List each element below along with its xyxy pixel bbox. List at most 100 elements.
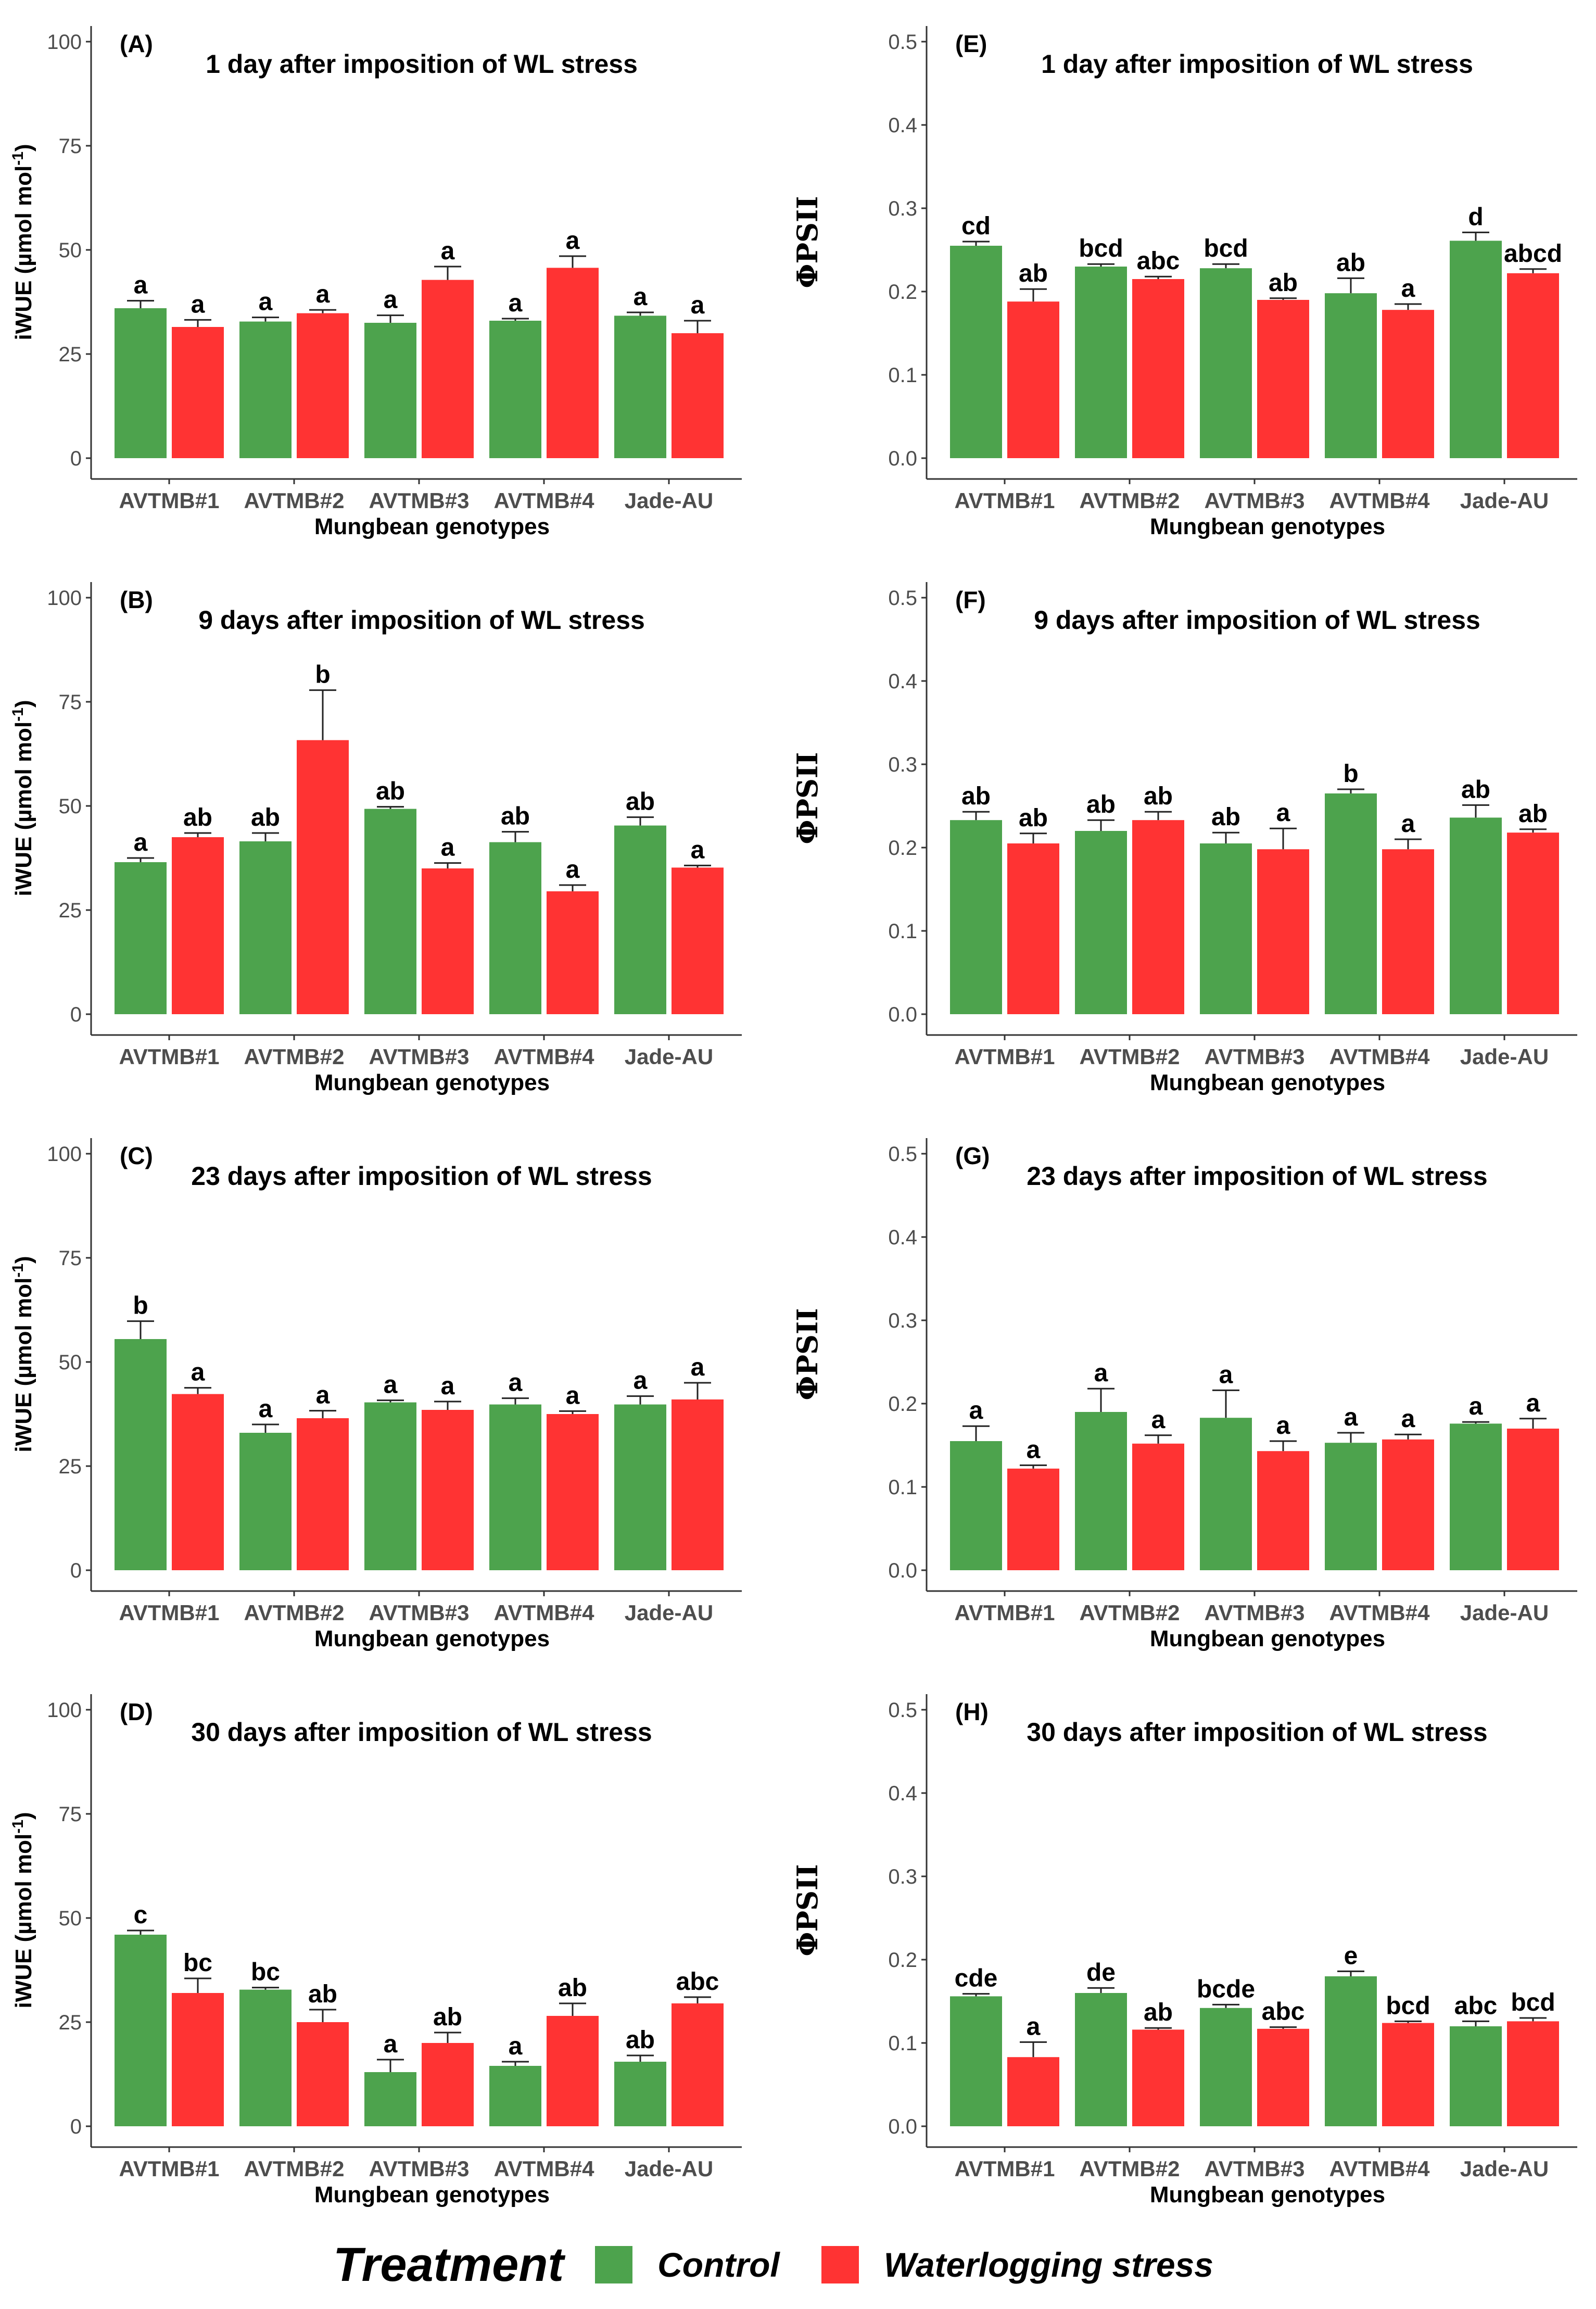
x-tick-label: AVTMB#2 — [244, 2156, 345, 2181]
bar-stress — [297, 2022, 349, 2126]
x-tick-label: AVTMB#2 — [1080, 488, 1180, 513]
significance-label: a — [969, 1397, 983, 1424]
y-tick-label: 0.1 — [888, 2032, 917, 2055]
x-tick-label: AVTMB#1 — [119, 1044, 220, 1069]
bar-stress — [1007, 301, 1059, 458]
y-tick-label: 50 — [59, 1351, 82, 1374]
x-tick-label: AVTMB#3 — [369, 1044, 470, 1069]
bar-control — [115, 1339, 167, 1570]
significance-label: e — [1344, 1942, 1358, 1970]
y-axis-title: ΦPSII — [791, 1308, 824, 1400]
y-tick-label: 75 — [59, 1803, 82, 1826]
bar-control — [1075, 1993, 1127, 2126]
significance-label: a — [1027, 1436, 1041, 1463]
bar-stress — [1507, 1429, 1559, 1570]
bar-stress — [1132, 820, 1184, 1014]
bar-control — [489, 842, 541, 1014]
y-tick-label: 0.2 — [888, 1949, 917, 1972]
significance-label: a — [384, 2030, 398, 2058]
x-axis-title: Mungbean genotypes — [1150, 1070, 1385, 1095]
bar-stress — [422, 868, 474, 1014]
x-tick-label: AVTMB#2 — [244, 488, 345, 513]
significance-label: a — [566, 856, 580, 884]
significance-label: ab — [626, 2026, 655, 2054]
bar-control — [364, 1402, 416, 1570]
y-axis-title: iWUE (µmol mol-1) — [9, 1256, 36, 1452]
bar-stress — [1382, 1439, 1434, 1570]
bar-control — [1450, 1423, 1502, 1570]
y-tick-label: 0 — [70, 447, 82, 470]
x-tick-label: AVTMB#4 — [494, 1600, 595, 1625]
x-tick-label: AVTMB#2 — [1080, 2156, 1180, 2181]
bar-stress — [172, 1394, 224, 1570]
bar-control — [1200, 843, 1252, 1014]
significance-label: ab — [308, 1980, 337, 2008]
x-tick-label: AVTMB#3 — [1205, 488, 1305, 513]
significance-label: ab — [1336, 249, 1365, 276]
bar-stress — [1382, 849, 1434, 1014]
bar-stress — [1257, 2028, 1309, 2126]
significance-label: de — [1086, 1959, 1116, 1986]
bar-stress — [172, 837, 224, 1014]
y-axis-title: iWUE (µmol mol-1) — [9, 144, 36, 340]
y-tick-label: 100 — [47, 587, 82, 610]
panel-tag: (A) — [120, 30, 153, 57]
significance-label: a — [509, 2033, 523, 2060]
chart-panel: 0.0 0.1 0.2 0.3 0.4 0.5 ΦPSII (H) 30 days after … — [791, 1694, 1577, 2207]
x-tick-label: Jade-AU — [1460, 1044, 1549, 1069]
y-tick-label: 0.4 — [888, 1782, 917, 1805]
x-axis-title: Mungbean genotypes — [314, 2182, 550, 2207]
y-tick-label: 0.0 — [888, 2115, 917, 2138]
bar-control — [950, 1441, 1002, 1570]
significance-label: ab — [251, 804, 280, 831]
significance-label: ab — [1086, 791, 1116, 818]
x-tick-label: Jade-AU — [625, 488, 713, 513]
bar-stress — [1007, 843, 1059, 1014]
y-tick-label: 0.4 — [888, 670, 917, 693]
panel-title: 1 day after imposition of WL stress — [206, 49, 638, 79]
bar-control — [1325, 293, 1377, 458]
legend-label-stress: Waterlogging stress — [883, 2245, 1213, 2284]
x-tick-label: AVTMB#3 — [1205, 2156, 1305, 2181]
y-tick-label: 0.5 — [888, 1699, 917, 1722]
significance-label: a — [509, 1369, 523, 1397]
bar-stress — [422, 2043, 474, 2126]
significance-label: ab — [183, 804, 212, 831]
significance-label: abcd — [1504, 240, 1562, 268]
significance-label: a — [1469, 1393, 1483, 1420]
chart-panel: 0 25 50 75 100 iWUE (µmol mol-1) (A) 1 day afte… — [9, 26, 742, 539]
y-tick-label: 0.1 — [888, 364, 917, 387]
bar-stress — [1007, 1468, 1059, 1570]
x-tick-label: AVTMB#4 — [1329, 1600, 1430, 1625]
y-axis-title: iWUE (µmol mol-1) — [9, 700, 36, 896]
chart-panel: 0 25 50 75 100 iWUE (µmol mol-1) (C) 23 days af… — [9, 1138, 742, 1651]
bar-control — [950, 820, 1002, 1014]
bar-stress — [1132, 1443, 1184, 1570]
significance-label: ab — [1518, 800, 1548, 828]
x-axis-title: Mungbean genotypes — [1150, 2182, 1385, 2207]
significance-label: ab — [626, 788, 655, 816]
x-tick-label: AVTMB#3 — [369, 1600, 470, 1625]
significance-label: c — [134, 1901, 148, 1929]
significance-label: a — [634, 1367, 648, 1395]
significance-label: a — [1401, 810, 1415, 838]
significance-label: bcd — [1079, 235, 1123, 262]
significance-label: b — [315, 661, 330, 689]
x-tick-label: AVTMB#4 — [1329, 488, 1430, 513]
y-tick-label: 0.3 — [888, 1309, 917, 1332]
significance-label: a — [259, 1395, 273, 1423]
bar-control — [1075, 831, 1127, 1014]
y-tick-label: 100 — [47, 1699, 82, 1722]
bar-stress — [547, 2016, 599, 2126]
y-tick-label: 50 — [59, 239, 82, 262]
bar-control — [115, 1935, 167, 2126]
x-tick-label: AVTMB#1 — [955, 1600, 1055, 1625]
y-tick-label: 25 — [59, 1455, 82, 1478]
significance-label: a — [1526, 1390, 1540, 1417]
bar-control — [489, 2066, 541, 2126]
significance-label: a — [1027, 2013, 1041, 2040]
bar-control — [364, 323, 416, 458]
bar-control — [950, 246, 1002, 458]
significance-label: bcd — [1386, 1992, 1430, 2020]
